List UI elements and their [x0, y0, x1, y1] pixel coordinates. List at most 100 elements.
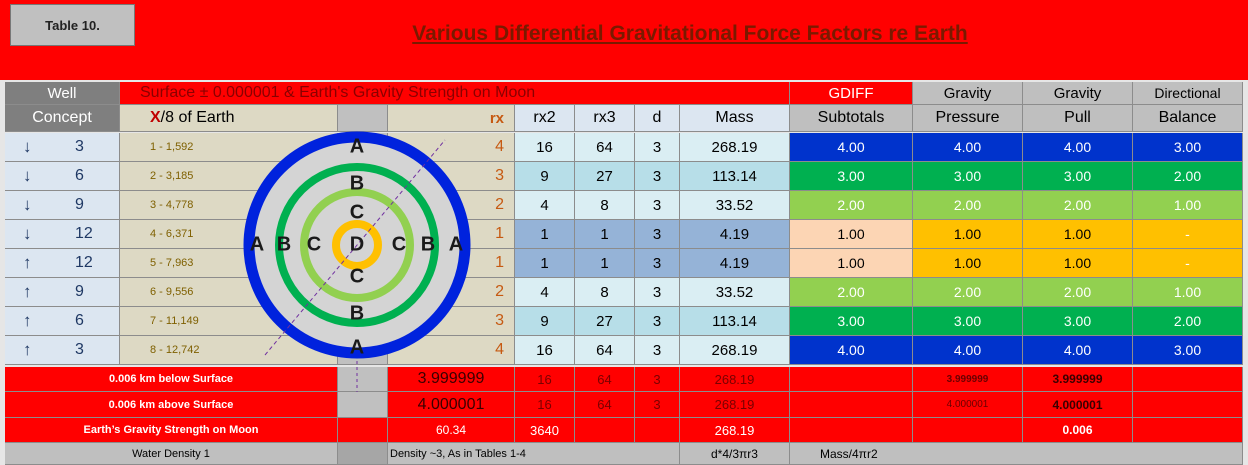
well-number: 6 — [75, 312, 84, 330]
cell-text: 33.52 — [716, 197, 754, 214]
cell-text: 4.000001 — [947, 399, 989, 410]
cell-text: 3.00 — [1064, 168, 1091, 184]
cell-text: 3 — [653, 139, 661, 156]
cell-text: 113.14 — [712, 168, 757, 185]
summary-cell — [575, 418, 635, 443]
header-cell: Surface ± 0.000001 & Earth's Gravity Str… — [120, 82, 790, 105]
summary-cell: 3.999999 — [1023, 367, 1133, 392]
summary-cell: 64 — [575, 392, 635, 418]
spacer-cell — [338, 336, 388, 365]
cell-text: 4 — [495, 138, 504, 156]
well-number: 9 — [75, 283, 84, 301]
gravity-cell: - — [1133, 249, 1243, 278]
spacer-cell — [338, 162, 388, 191]
spacer-cell — [338, 307, 388, 336]
footer-cell: Water Density 1 — [5, 443, 338, 465]
cell-text: 1.00 — [954, 226, 981, 242]
summary-cell — [790, 392, 913, 418]
summary-label: Earth’s Gravity Strength on Moon — [5, 418, 338, 443]
gravity-cell: 1.00 — [1023, 249, 1133, 278]
cell-text: 1.00 — [954, 255, 981, 271]
cell-text: 1 — [540, 226, 548, 243]
value-cell: 16 — [515, 133, 575, 162]
header-text: Gravity — [944, 85, 992, 102]
cell-text: 2.00 — [954, 197, 981, 213]
cell-text: 2 — [495, 283, 504, 301]
value-cell: 268.19 — [680, 336, 790, 365]
gravity-cell: 2.00 — [1023, 191, 1133, 220]
summary-cell — [635, 418, 680, 443]
header-text: X — [150, 109, 161, 127]
cell-text: 64 — [596, 139, 613, 156]
value-cell: 1 — [575, 249, 635, 278]
cell-text: 1.00 — [1174, 197, 1201, 213]
cell-text: 1 — [600, 226, 608, 243]
well-number: 12 — [75, 225, 93, 243]
cell-text: Density ~3, As in Tables 1-4 — [390, 448, 526, 460]
cell-text: 2.00 — [1174, 168, 1201, 184]
cell-text: 1.00 — [1174, 284, 1201, 300]
gravity-cell: 3.00 — [790, 307, 913, 336]
direction-cell: ↑6 — [5, 307, 120, 336]
header-text: rx3 — [593, 109, 615, 127]
value-cell: 113.14 — [680, 162, 790, 191]
cell-text: 3 — [653, 284, 661, 301]
value-cell: 8 — [575, 191, 635, 220]
value-cell: 27 — [575, 162, 635, 191]
footer-cell: Mass/4πr2 — [790, 443, 1243, 465]
cell-text: 4.00 — [1064, 342, 1091, 358]
summary-cell: 60.34 — [388, 418, 515, 443]
cell-text: 4.19 — [720, 226, 749, 243]
gravity-cell: 3.00 — [1133, 133, 1243, 162]
earth-fraction-cell: 2 - 3,185 — [120, 162, 338, 191]
gravity-cell: - — [1133, 220, 1243, 249]
gravity-cell: 3.00 — [1133, 336, 1243, 365]
header-cell: X/8 of Earth — [120, 105, 338, 132]
arrow: ↓ — [23, 224, 75, 244]
summary-label: 0.006 km above Surface — [5, 392, 338, 418]
cell-text: 268.19 — [712, 342, 758, 359]
cell-text: 2.00 — [837, 284, 864, 300]
cell-text: 16 — [537, 397, 551, 412]
value-cell: 3 — [635, 191, 680, 220]
summary-cell: 3640 — [515, 418, 575, 443]
cell-text: 3.999999 — [1052, 372, 1102, 386]
cell-text: 16 — [537, 372, 551, 387]
spacer-cell — [338, 220, 388, 249]
rx-cell: 1 — [388, 249, 515, 278]
header-text: Subtotals — [818, 109, 885, 127]
rx-cell: 2 — [388, 278, 515, 307]
cell-text: 4.00 — [837, 342, 864, 358]
cell-text: 9 — [540, 168, 548, 185]
cell-text: 3640 — [530, 423, 559, 438]
rx-cell: 4 — [388, 336, 515, 365]
header-cell: Mass — [680, 105, 790, 132]
value-cell: 3 — [635, 278, 680, 307]
cell-text: 1 — [540, 255, 548, 272]
value-cell: 9 — [515, 162, 575, 191]
cell-text: 1.00 — [837, 255, 864, 271]
earth-fraction-cell: 6 - 9,556 — [120, 278, 338, 307]
value-cell: 1 — [515, 220, 575, 249]
cell-text: 64 — [597, 397, 611, 412]
header-cell: Concept — [5, 105, 120, 132]
cell-text: 3.999999 — [947, 374, 989, 385]
summary-cell: 3 — [635, 367, 680, 392]
value-cell: 3 — [635, 307, 680, 336]
summary-cell: 4.000001 — [388, 392, 515, 418]
gravity-cell: 1.00 — [1133, 191, 1243, 220]
cell-text: 2.00 — [837, 197, 864, 213]
summary-cell: 16 — [515, 392, 575, 418]
value-cell: 3 — [635, 220, 680, 249]
value-cell: 1 — [515, 249, 575, 278]
header-cell: Pull — [1023, 105, 1133, 132]
cell-text: 0.006 km above Surface — [109, 399, 234, 411]
cell-text: 3.00 — [954, 168, 981, 184]
header-cell: Balance — [1133, 105, 1243, 132]
spacer-cell — [338, 133, 388, 162]
rx-cell: 3 — [388, 307, 515, 336]
gravity-cell: 3.00 — [913, 307, 1023, 336]
cell-text: 1.00 — [837, 226, 864, 242]
earth-fraction-cell: 4 - 6,371 — [120, 220, 338, 249]
gravity-cell: 4.00 — [1023, 336, 1133, 365]
